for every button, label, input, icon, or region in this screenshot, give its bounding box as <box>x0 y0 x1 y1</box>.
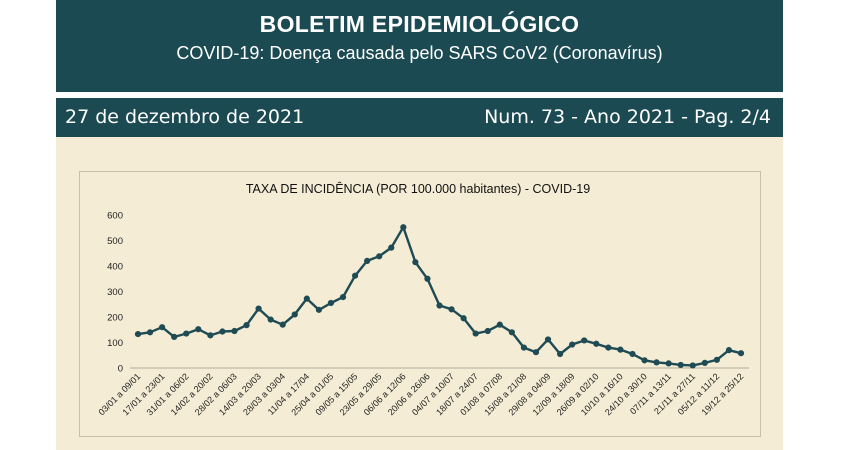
y-tick-label: 200 <box>107 313 123 324</box>
data-point <box>617 346 624 353</box>
data-point <box>484 327 491 335</box>
y-tick-label: 500 <box>107 236 123 247</box>
data-point <box>195 326 202 333</box>
series-line <box>137 226 742 367</box>
data-point <box>460 315 467 322</box>
chart-title: TAXA DE INCIDÊNCIA (POR 100.000 habitant… <box>246 181 590 196</box>
data-point <box>146 329 154 336</box>
data-point <box>327 299 335 307</box>
data-point <box>412 259 419 266</box>
data-point <box>677 361 684 369</box>
data-point <box>544 336 552 343</box>
data-point <box>134 330 142 338</box>
data-point <box>472 330 479 337</box>
bulletin-header: BOLETIM EPIDEMIOLÓGICO COVID-19: Doença … <box>56 0 783 92</box>
y-tick-label: 400 <box>107 262 123 273</box>
data-point <box>267 316 274 323</box>
data-point <box>255 305 262 312</box>
data-point <box>689 362 696 369</box>
info-bar: 27 de dezembro de 2021 Num. 73 - Ano 202… <box>56 98 783 137</box>
issue-number: Num. 73 - Ano 2021 - Pag. 2/4 <box>484 106 771 128</box>
data-point <box>243 322 250 329</box>
publication-date: 27 de dezembro de 2021 <box>65 106 305 128</box>
data-point <box>569 341 576 348</box>
data-point <box>315 306 322 313</box>
bulletin-title: BOLETIM EPIDEMIOLÓGICO <box>259 11 580 37</box>
data-point <box>351 272 359 279</box>
data-point <box>388 244 395 251</box>
data-point <box>400 224 407 231</box>
data-point <box>713 356 720 363</box>
data-point <box>605 344 612 351</box>
data-point <box>701 359 708 366</box>
data-point <box>279 321 286 328</box>
data-point <box>183 330 190 337</box>
y-tick-label: 0 <box>118 364 123 375</box>
data-point <box>629 350 636 358</box>
data-point <box>424 275 431 282</box>
data-point <box>436 302 443 309</box>
data-point <box>725 347 733 354</box>
y-tick-label: 300 <box>107 287 123 298</box>
data-point <box>376 253 383 260</box>
data-point <box>641 357 648 364</box>
data-point <box>581 337 588 344</box>
data-point <box>737 350 745 357</box>
data-point <box>303 295 310 302</box>
data-point <box>291 311 298 318</box>
data-point <box>508 329 515 336</box>
data-point <box>520 344 528 351</box>
data-point <box>593 340 600 347</box>
data-point <box>231 327 238 335</box>
data-point <box>171 333 178 340</box>
data-point <box>496 321 503 328</box>
data-point <box>532 349 540 356</box>
y-tick-label: 600 <box>107 211 123 222</box>
data-point <box>207 332 214 339</box>
chart-frame: 0 100 200 300 400 500 600 03/01 a 09/01 17/01 a … <box>79 171 761 437</box>
data-point <box>219 328 226 335</box>
data-point <box>159 324 166 331</box>
data-point <box>665 360 672 367</box>
data-point <box>364 257 371 264</box>
data-point <box>339 294 347 301</box>
data-point <box>448 306 455 313</box>
data-point <box>557 350 564 358</box>
bulletin-subtitle: COVID-19: Doença causada pelo SARS CoV2 … <box>176 43 663 63</box>
y-tick-label: 100 <box>107 338 123 349</box>
data-point <box>653 359 660 366</box>
